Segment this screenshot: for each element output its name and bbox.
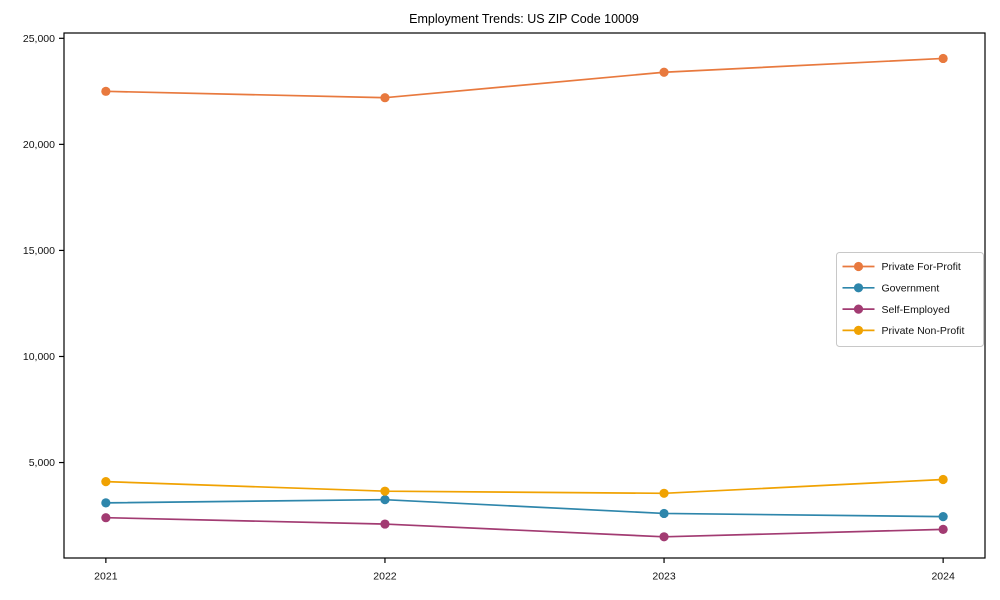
legend: Private For-Profit Government Self-Employe… bbox=[836, 252, 984, 347]
legend-item-label: Self-Employed bbox=[882, 304, 950, 316]
x-tick-label: 2021 bbox=[94, 570, 118, 582]
chart-title: Employment Trends: US ZIP Code 10009 bbox=[409, 12, 639, 26]
legend-item-label: Private For-Profit bbox=[882, 261, 961, 273]
legend-marker-icon bbox=[853, 261, 864, 272]
data-point-private-for-profit-2022 bbox=[380, 93, 390, 103]
series-line-private-for-profit bbox=[105, 57, 944, 99]
data-point-self-employed-2022 bbox=[380, 519, 390, 529]
series-line-government bbox=[105, 498, 944, 518]
data-point-government-2023 bbox=[659, 508, 669, 519]
data-point-private-for-profit-2024 bbox=[938, 53, 948, 64]
data-point-self-employed-2024 bbox=[938, 524, 948, 534]
legend-marker-icon bbox=[853, 325, 864, 335]
y-tick-label: 5,000 bbox=[29, 457, 55, 469]
y-tick-label: 20,000 bbox=[23, 139, 55, 151]
legend-item-private-non-profit: Private Non-Profit bbox=[842, 325, 965, 337]
legend-marker-icon bbox=[853, 283, 864, 293]
data-point-self-employed-2023 bbox=[659, 532, 669, 542]
data-point-government-2022 bbox=[380, 495, 390, 505]
legend-item-label: Private Non-Profit bbox=[882, 325, 965, 337]
data-point-private-non-profit-2024 bbox=[938, 474, 948, 485]
y-tick-label: 25,000 bbox=[23, 33, 55, 45]
x-tick-label: 2024 bbox=[931, 570, 955, 582]
legend-box bbox=[836, 252, 984, 347]
data-point-private-non-profit-2021 bbox=[101, 477, 111, 487]
data-point-government-2024 bbox=[938, 512, 948, 522]
y-tick-label: 15,000 bbox=[23, 245, 55, 257]
legend-item-self-employed: Self-Employed bbox=[842, 304, 950, 316]
y-tick-label: 10,000 bbox=[23, 351, 55, 363]
legend-marker-icon bbox=[853, 304, 864, 314]
legend-item-private-for-profit: Private For-Profit bbox=[842, 261, 961, 273]
x-tick-label: 2022 bbox=[373, 570, 397, 582]
x-tick-label: 2023 bbox=[652, 570, 676, 582]
data-point-private-for-profit-2021 bbox=[101, 86, 111, 96]
legend-item-label: Government bbox=[882, 282, 940, 294]
data-point-government-2021 bbox=[101, 498, 111, 508]
data-point-private-non-profit-2022 bbox=[380, 486, 390, 496]
legend-item-government: Government bbox=[842, 282, 940, 294]
data-point-private-for-profit-2023 bbox=[659, 67, 669, 77]
plot-area-border bbox=[63, 32, 986, 559]
series-line-self-employed bbox=[105, 516, 944, 538]
data-point-self-employed-2021 bbox=[101, 513, 111, 523]
data-point-private-non-profit-2023 bbox=[659, 488, 669, 498]
series-line-private-non-profit bbox=[105, 478, 944, 495]
